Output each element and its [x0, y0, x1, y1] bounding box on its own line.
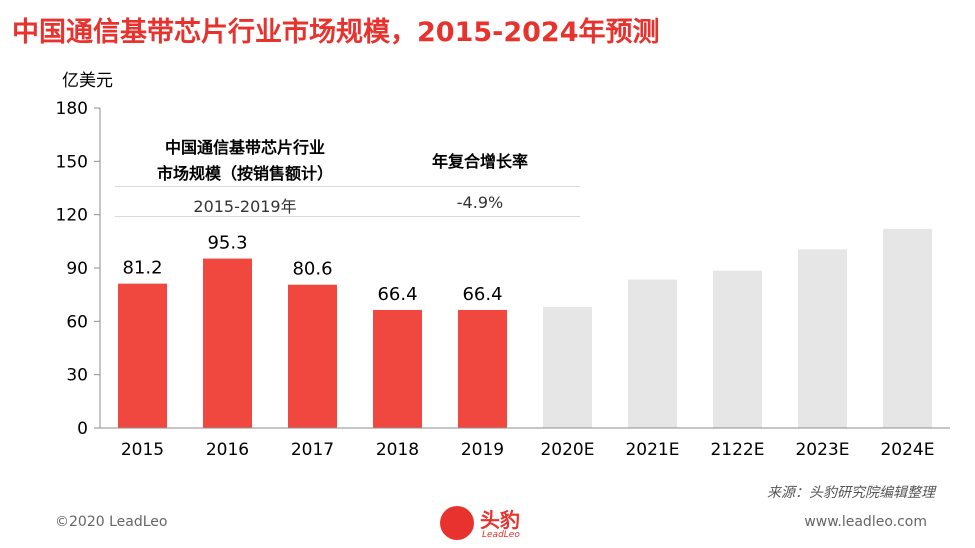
bar [118, 283, 167, 428]
leopard-logo-icon [440, 506, 474, 540]
x-tick-label: 2018 [376, 440, 419, 460]
y-tick-label: 60 [66, 312, 88, 332]
bar-value-label: 95.3 [207, 233, 247, 254]
chart-title: 中国通信基带芯片行业市场规模，2015-2024年预测 [12, 17, 660, 48]
y-tick-label: 120 [56, 206, 88, 226]
x-tick-label: 2122E [710, 440, 764, 460]
website-link[interactable]: www.leadleo.com [804, 514, 927, 530]
bar [543, 307, 592, 428]
logo-cn-text: 头豹 [480, 508, 520, 532]
copyright: ©2020 LeadLeo [55, 514, 168, 530]
bar [798, 249, 847, 428]
x-tick-label: 2021E [625, 440, 679, 460]
bar [458, 309, 507, 428]
bar [883, 228, 932, 428]
bar [628, 279, 677, 428]
x-tick-label: 2024E [880, 440, 934, 460]
source-note: 来源：头豹研究院编辑整理 [767, 485, 935, 501]
bar [203, 258, 252, 428]
x-tick-label: 2020E [540, 440, 594, 460]
bar-value-label: 81.2 [122, 258, 162, 279]
bar-value-label: 80.6 [292, 259, 332, 280]
stats-divider [115, 186, 580, 187]
bar [713, 270, 762, 428]
stats-divider-bottom [115, 216, 580, 217]
bar-value-label: 66.4 [462, 284, 502, 305]
stats-header-market-line1: 中国通信基带芯片行业 [164, 138, 325, 157]
x-tick-label: 2017 [291, 440, 334, 460]
y-axis-unit: 亿美元 [62, 71, 113, 91]
bar [373, 309, 422, 428]
y-tick-label: 150 [56, 152, 88, 172]
stats-period: 2015-2019年 [193, 197, 297, 216]
bar [288, 284, 337, 428]
y-tick-label: 180 [56, 99, 88, 119]
leadleo-logo: 头豹 LeadLeo [440, 502, 540, 544]
x-tick-label: 2015 [121, 440, 164, 460]
x-tick-label: 2019 [461, 440, 504, 460]
stats-header-market-line2: 市场规模（按销售额计） [156, 164, 333, 183]
y-tick-label: 0 [77, 419, 88, 439]
bar-value-label: 66.4 [377, 284, 417, 305]
stats-cagr-value: -4.9% [456, 193, 504, 212]
x-tick-label: 2023E [795, 440, 849, 460]
x-tick-label: 2016 [206, 440, 249, 460]
logo-en-text: LeadLeo [482, 530, 520, 540]
y-tick-label: 90 [66, 259, 88, 279]
stats-header-cagr: 年复合增长率 [431, 152, 528, 171]
y-tick-label: 30 [66, 366, 88, 386]
